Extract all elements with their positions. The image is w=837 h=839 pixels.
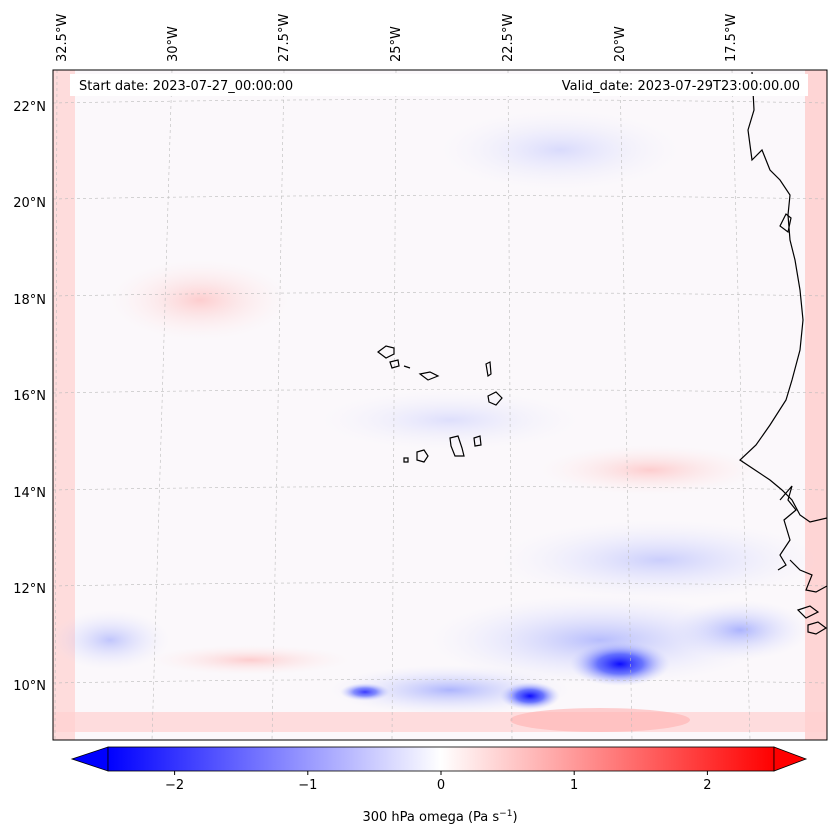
header-strip	[70, 74, 808, 96]
meridian-20w	[619, 70, 633, 740]
colorbar-extend-min	[70, 746, 109, 772]
start-date-text: Start date: 2023-07-27_00:00:00	[79, 79, 293, 94]
colorbar-tick-label: 1	[570, 778, 578, 793]
island-fogo	[416, 449, 429, 463]
omega-field	[53, 70, 827, 740]
coast-detail-e	[779, 213, 792, 234]
parallel-10n	[53, 679, 827, 684]
parallel-12n	[53, 582, 827, 587]
colorbar-ticks: −2 −1 0 1 2	[165, 771, 712, 793]
colorbar-tick-label: −2	[165, 778, 184, 793]
meridian-27-5w	[271, 70, 285, 740]
island-sal	[485, 361, 492, 378]
colorbar-title: 300 hPa omega (Pa s−1)	[362, 809, 517, 825]
map-frame	[52, 69, 828, 741]
colorbar-title-main: 300 hPa omega (Pa s	[362, 810, 499, 825]
lon-label: 20°W	[613, 26, 628, 62]
lat-label: 10°N	[13, 679, 46, 694]
lon-label: 22.5°W	[501, 14, 516, 62]
latitude-labels: 22°N 20°N 18°N 16°N 14°N 12°N 10°N	[13, 100, 46, 694]
coast-detail-c	[796, 605, 820, 619]
coastlines	[377, 71, 827, 635]
island-santo-antao	[377, 345, 395, 359]
colorbar-title-sup: −1	[499, 809, 512, 819]
lon-label: 25°W	[389, 26, 404, 62]
colorbar-tick-label: 2	[703, 778, 711, 793]
coast-detail-d	[807, 621, 827, 635]
graticule	[53, 70, 827, 740]
colorbar-extend-max	[773, 746, 808, 772]
coast-detail-a	[777, 485, 797, 571]
lat-label: 18°N	[13, 293, 46, 308]
parallel-18n	[53, 292, 827, 297]
parallel-14n	[53, 486, 827, 491]
parallel-22n	[53, 99, 827, 104]
meridian-32-5w	[54, 70, 58, 740]
african-coastline	[739, 71, 827, 523]
island-sao-vicente	[389, 359, 400, 369]
island-brava	[403, 457, 409, 463]
parallel-20n	[53, 195, 827, 200]
lon-label: 32.5°W	[55, 14, 70, 62]
meridian-17-5w	[731, 70, 751, 740]
colorbar-body	[107, 746, 775, 772]
lon-label: 17.5°W	[724, 14, 739, 62]
longitude-labels: 32.5°W 30°W 27.5°W 25°W 22.5°W 20°W 17.5…	[55, 14, 739, 62]
parallel-16n	[53, 389, 827, 394]
island-santa-luzia	[403, 365, 411, 369]
island-sao-nicolau	[418, 371, 440, 381]
lon-label: 27.5°W	[277, 14, 292, 62]
meridian-22-5w	[507, 70, 513, 740]
lat-label: 14°N	[13, 486, 46, 501]
island-maio	[473, 435, 482, 447]
lat-label: 16°N	[13, 389, 46, 404]
lon-label: 30°W	[166, 26, 181, 62]
colorbar-tick-label: −1	[298, 778, 317, 793]
lat-label: 22°N	[13, 100, 46, 115]
valid-date-text: Valid_date: 2023-07-29T23:00:00.00	[562, 79, 800, 94]
coast-detail-b	[789, 559, 827, 593]
meridian-25w	[391, 70, 397, 740]
lat-label: 12°N	[13, 582, 46, 597]
colorbar-title-close: )	[512, 810, 517, 825]
lat-label: 20°N	[13, 196, 46, 211]
island-santiago	[449, 435, 465, 457]
island-boa-vista	[487, 391, 503, 406]
colorbar: −2 −1 0 1 2 300 hPa omega (Pa s−1)	[70, 746, 808, 825]
colorbar-tick-label: 0	[437, 778, 445, 793]
meridian-30w	[151, 70, 173, 740]
